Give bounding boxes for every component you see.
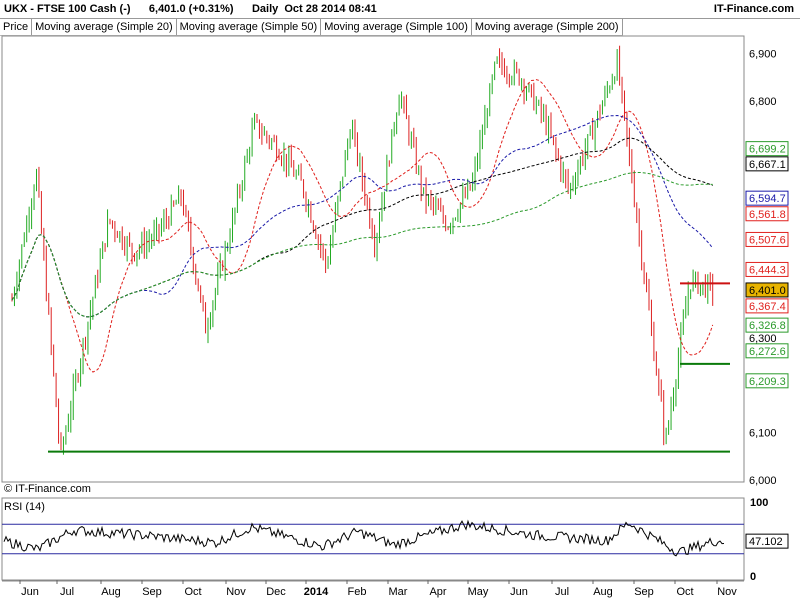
price-label: 6,561.8	[749, 209, 786, 221]
y-tick-label: 6,800	[749, 96, 777, 108]
header-title: UKX - FTSE 100 Cash (-) 6,401.0 (+0.31%)…	[4, 3, 377, 15]
price-label: 6,507.6	[749, 234, 786, 246]
x-tick-label-mar: Mar	[389, 586, 408, 598]
price-label-box	[745, 190, 789, 206]
price-label: 6,594.7	[749, 193, 786, 205]
y-tick-label: 6,000	[749, 475, 777, 487]
price-label: 6,667.1	[749, 159, 786, 171]
x-tick-label-aug: Aug	[593, 586, 613, 598]
chart-header: UKX - FTSE 100 Cash (-) 6,401.0 (+0.31%)…	[0, 0, 800, 19]
brand-label: IT-Finance.com	[713, 3, 794, 15]
copyright-label: © IT-Finance.com	[4, 483, 91, 495]
x-tick-label-nov: Nov	[717, 586, 737, 598]
x-tick-label-jul: Jul	[555, 586, 569, 598]
price-label-box	[745, 298, 789, 314]
price-label-box	[745, 231, 789, 247]
x-tick-label-aug: Aug	[101, 586, 121, 598]
price-label: 6,401.0	[749, 285, 786, 297]
ma50-line	[11, 114, 714, 318]
price-label: 6,444.3	[749, 264, 786, 276]
y-tick-label: 6,900	[749, 48, 777, 60]
price-label: 6,367.4	[749, 301, 786, 313]
rsi-tick-label: 100	[750, 497, 768, 509]
y-tick-label: 6,100	[749, 428, 777, 440]
x-tick-label-oct: Oct	[184, 586, 201, 598]
rsi-label: RSI (14)	[4, 501, 45, 513]
price-label: 6,272.6	[749, 346, 786, 358]
rsi-line	[3, 519, 725, 557]
price-label-box	[745, 317, 789, 333]
price-label-box	[745, 206, 789, 222]
x-tick-label-nov: Nov	[226, 586, 246, 598]
price-panel-frame	[1, 35, 745, 483]
legend-ma100[interactable]: Moving average (Simple 100)	[321, 19, 472, 35]
price-label: 6,209.3	[749, 376, 786, 388]
price-label-box	[745, 282, 789, 298]
price-label: 6,699.2	[749, 144, 786, 156]
x-tick-label-sep: Sep	[142, 586, 162, 598]
y-tick-label: 6,300	[749, 333, 777, 345]
x-tick-label-may: May	[468, 586, 489, 598]
legend-ma20[interactable]: Moving average (Simple 20)	[32, 19, 177, 35]
x-tick-label-oct: Oct	[676, 586, 693, 598]
ma20-line	[11, 79, 714, 373]
legend-price[interactable]: Price	[0, 19, 33, 35]
x-tick-label-dec: Dec	[266, 586, 286, 598]
ma100-line	[11, 137, 713, 318]
price-label-box	[745, 373, 789, 389]
x-tick-label-jun: Jun	[21, 586, 39, 598]
rsi-panel-frame	[1, 497, 745, 581]
price-label-box	[745, 343, 789, 359]
price-label-box	[745, 156, 789, 172]
price-label-box	[745, 141, 789, 157]
x-tick-label-jul: Jul	[60, 586, 74, 598]
legend-ma200[interactable]: Moving average (Simple 200)	[472, 19, 623, 35]
x-tick-label-sep: Sep	[634, 586, 654, 598]
rsi-tick-label: 0	[750, 571, 756, 583]
price-label: 6,326.8	[749, 320, 786, 332]
ma200-line	[11, 172, 713, 318]
x-tick-label-feb: Feb	[348, 586, 367, 598]
x-tick-label-2014: 2014	[304, 586, 329, 598]
x-tick-label-jun: Jun	[510, 586, 528, 598]
legend-ma50[interactable]: Moving average (Simple 50)	[177, 19, 322, 35]
price-label-box	[745, 261, 789, 277]
rsi-last-label: 47.102	[749, 536, 783, 548]
x-tick-label-apr: Apr	[429, 586, 446, 598]
rsi-last-box	[745, 533, 789, 549]
